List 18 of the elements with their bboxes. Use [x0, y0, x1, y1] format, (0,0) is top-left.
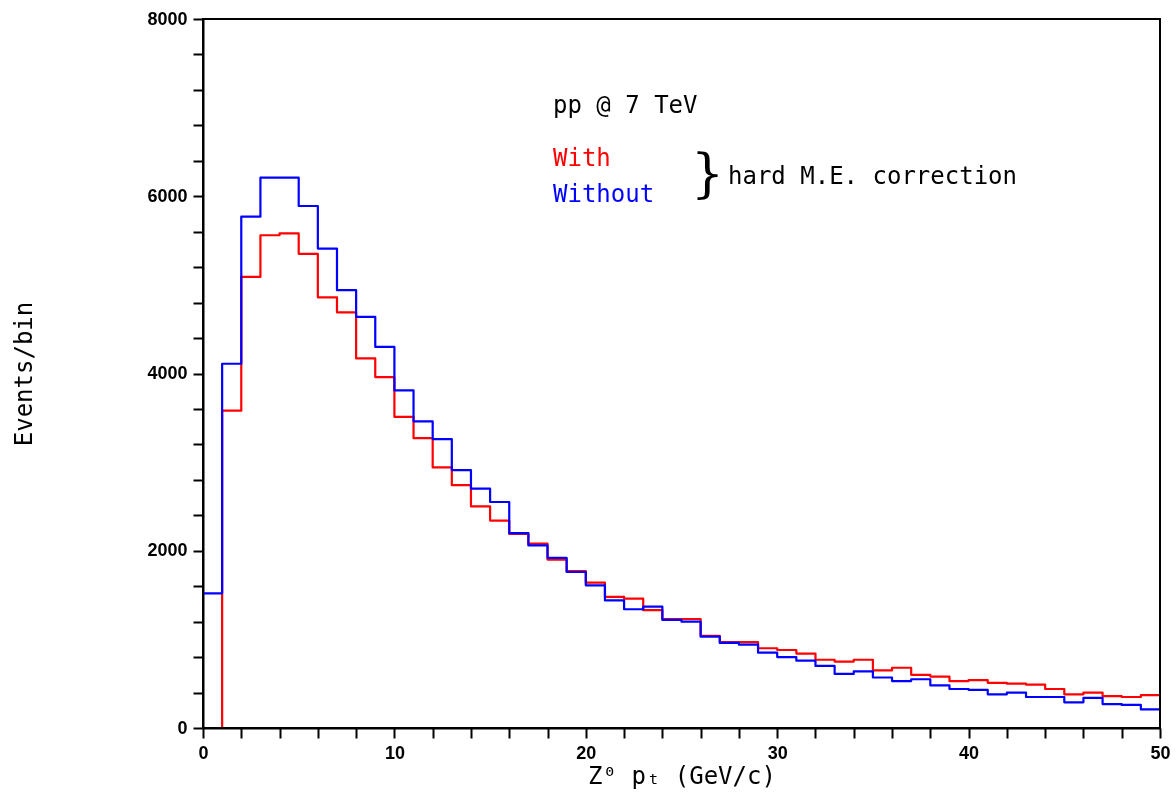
x-tick-label: 30	[767, 742, 788, 763]
y-tick-label: 6000	[147, 185, 188, 206]
y-tick-label: 8000	[147, 8, 188, 29]
x-tick-label: 10	[384, 742, 405, 763]
annotation: }	[691, 143, 725, 203]
y-axis-title: Events/bin	[10, 301, 39, 447]
text: With	[553, 144, 611, 172]
x-axis-title: Z⁰ pₜ (GeV/c)	[588, 761, 776, 790]
y-tick-label: 0	[177, 717, 188, 738]
y-tick-label: 4000	[147, 363, 188, 383]
y-tick-label: 2000	[147, 540, 188, 561]
annotation: hard M.E. correction	[728, 162, 1017, 190]
x-tick-label: 40	[959, 742, 980, 763]
x-tick-label: 0	[198, 742, 209, 763]
x-tick-label: 20	[576, 742, 597, 763]
annotation: pp @ 7 TeV	[553, 91, 698, 119]
x-tick-label: 50	[1150, 742, 1171, 763]
text: Without	[553, 180, 655, 208]
